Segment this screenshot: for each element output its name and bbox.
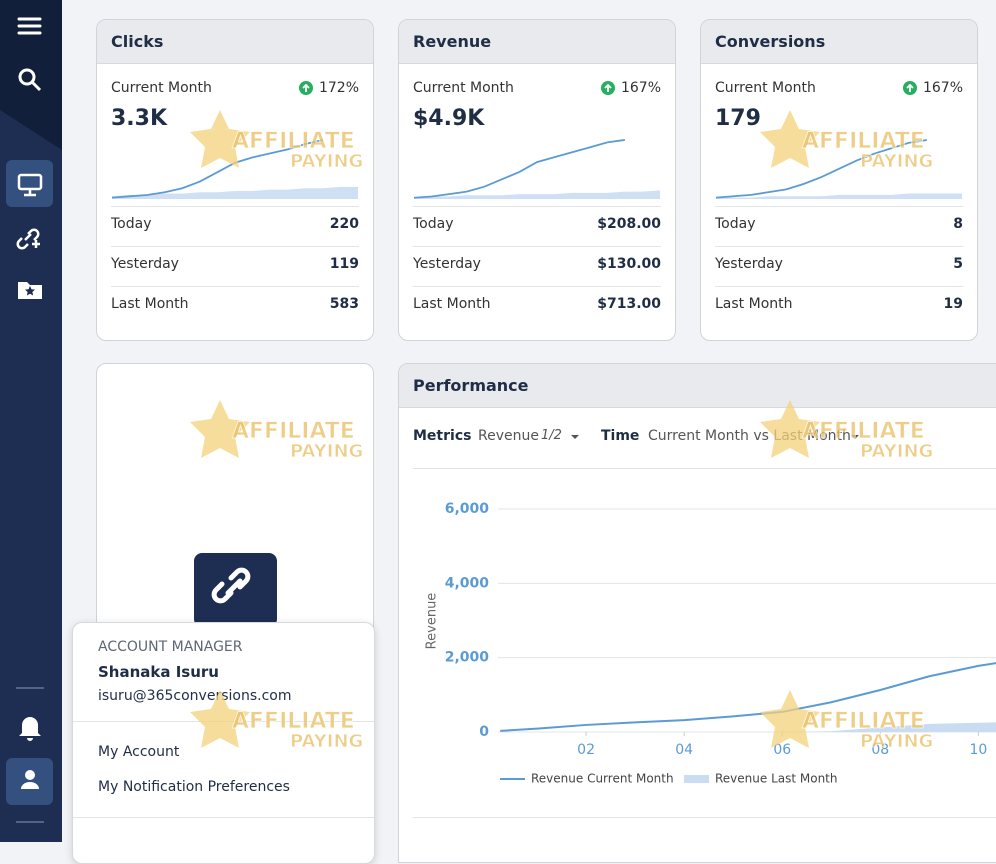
user-head	[25, 770, 35, 780]
menu-icon[interactable]	[17, 17, 42, 35]
divider	[73, 817, 374, 818]
divider	[413, 817, 996, 818]
metric-page: 1/2	[541, 428, 562, 443]
divider	[111, 246, 359, 247]
row-value: 583	[329, 296, 359, 312]
sidebar-icons	[0, 0, 62, 823]
row-value: 8	[953, 216, 963, 232]
row-value: $208.00	[597, 216, 661, 232]
row-value: 19	[943, 296, 963, 312]
link-icon	[211, 567, 251, 604]
time-select[interactable]: Current Month vs Last Month	[648, 428, 851, 444]
total-value: 3.3K	[111, 106, 168, 131]
popup-heading: ACCOUNT MANAGER	[98, 639, 243, 655]
metric-select[interactable]: Revenue	[478, 428, 539, 444]
period-label: Current Month	[413, 80, 514, 96]
row-label: Last Month	[111, 296, 189, 312]
row-value: 119	[329, 256, 359, 272]
link-icon-box[interactable]	[194, 553, 277, 627]
change-pct: 172%	[318, 80, 359, 96]
divider	[413, 246, 661, 247]
row-value: $130.00	[597, 256, 661, 272]
bell-icon[interactable]	[19, 717, 41, 741]
divider	[413, 468, 996, 469]
sidebar	[0, 0, 62, 842]
row-label: Yesterday	[715, 256, 783, 272]
stat-card: Clicks Current Month 172% 3.3K Today 220 Yeste…	[96, 19, 374, 341]
dashboard-active[interactable]	[6, 160, 53, 207]
row-value: 5	[953, 256, 963, 272]
row-label: Last Month	[715, 296, 793, 312]
row-value: $713.00	[597, 296, 661, 312]
user-body	[21, 782, 39, 789]
divider	[111, 286, 359, 287]
account-active[interactable]	[6, 758, 53, 805]
card-title: Performance	[399, 364, 996, 408]
row-label: Last Month	[413, 296, 491, 312]
manager-email[interactable]: isuru@365conversions.com	[98, 688, 292, 704]
link-add-icon[interactable]	[16, 228, 40, 250]
time-label: Time	[601, 428, 640, 444]
sidebar-top	[0, 0, 62, 150]
row-label: Today	[413, 216, 454, 232]
row-label: Today	[111, 216, 152, 232]
change-pct: 167%	[922, 80, 963, 96]
total-value: $4.9K	[413, 106, 485, 131]
divider	[413, 286, 661, 287]
divider	[715, 206, 963, 207]
card-title: Revenue	[399, 20, 675, 64]
row-label: Yesterday	[111, 256, 179, 272]
menu-item[interactable]: My Account	[98, 744, 180, 760]
divider	[715, 246, 963, 247]
menu-item[interactable]: My Notification Preferences	[98, 779, 290, 795]
performance-card: Performance Metrics Revenue 1/2 Time Cur…	[398, 363, 996, 863]
stat-card: Revenue Current Month 167% $4.9K Today $208.0…	[398, 19, 676, 341]
divider	[715, 286, 963, 287]
divider	[111, 206, 359, 207]
stat-card: Conversions Current Month 167% 179 Today 8 Yes…	[700, 19, 978, 341]
folder-star	[25, 286, 35, 296]
row-label: Yesterday	[413, 256, 481, 272]
card-title: Clicks	[97, 20, 373, 64]
manager-name: Shanaka Isuru	[98, 663, 219, 681]
total-value: 179	[715, 106, 761, 131]
divider	[73, 721, 374, 722]
period-label: Current Month	[111, 80, 212, 96]
dashboard-icon	[17, 173, 43, 197]
period-label: Current Month	[715, 80, 816, 96]
row-label: Today	[715, 216, 756, 232]
account-popup: ACCOUNT MANAGER Shanaka Isuru isuru@365c…	[72, 622, 375, 864]
search-icon[interactable]	[18, 68, 42, 92]
row-value: 220	[329, 216, 359, 232]
card-title: Conversions	[701, 20, 977, 64]
metrics-label: Metrics	[413, 428, 472, 444]
divider	[413, 206, 661, 207]
change-pct: 167%	[620, 80, 661, 96]
